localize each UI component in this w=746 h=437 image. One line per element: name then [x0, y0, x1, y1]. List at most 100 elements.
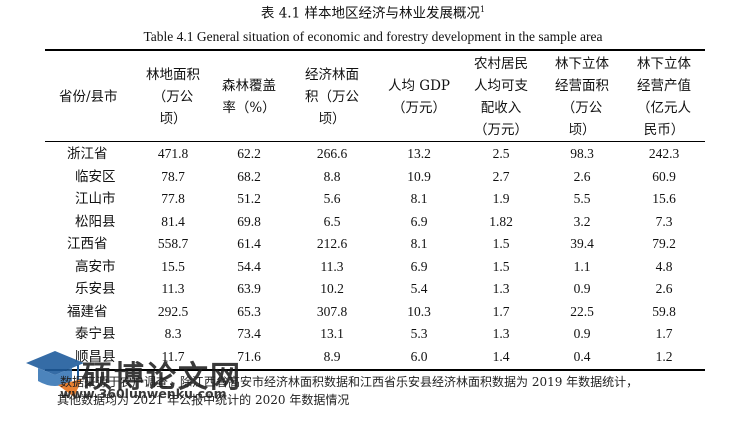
table-cell: 5.6	[323, 191, 341, 206]
table-cell: 1.9	[492, 191, 510, 206]
table-cell: 1.4	[492, 348, 510, 364]
column-header: 人均 GDP （万元）	[388, 78, 450, 116]
table-cell: 13.2	[407, 146, 431, 161]
table-cell: 2.6	[573, 168, 591, 184]
table-cell: 5.4	[410, 281, 428, 296]
table-cell: 5.5	[573, 191, 591, 206]
footnote-line: 其他数据均为 2021 年公报中统计的 2020 年数据情况	[57, 393, 350, 407]
table-cell: 1.7	[655, 326, 673, 341]
table-cell: 11.7	[161, 348, 185, 364]
table-cell: 1.7	[492, 303, 510, 319]
table-cell: 54.4	[237, 258, 261, 274]
table-cell: 266.6	[316, 146, 348, 161]
table-cell: 212.6	[316, 236, 348, 251]
table-cell: 10.9	[407, 168, 431, 184]
table-cell: 2.5	[492, 146, 510, 161]
table-cell: 60.9	[652, 168, 676, 184]
table-row: 顺昌县 11.7 71.6 8.9 6.0 1.4 0.4 1.2	[45, 346, 705, 369]
table-cell: 8.9	[323, 348, 341, 364]
region-name-cell: 泰宁县	[75, 326, 116, 342]
column-header: 林下立体 经营面积 （万公 顷）	[555, 56, 609, 138]
table-cell: 11.3	[161, 281, 185, 296]
table-cell: 10.2	[320, 281, 344, 296]
table-cell: 1.5	[492, 236, 510, 251]
table-cell: 558.7	[157, 236, 189, 251]
watermark-brand: 硕博论文网	[82, 360, 242, 395]
region-name-cell: 浙江省	[67, 146, 108, 162]
table-cell: 6.0	[410, 348, 428, 364]
table-cell: 71.6	[237, 348, 261, 364]
region-name-cell: 福建省	[67, 303, 108, 320]
footnote-mark: 1	[479, 5, 486, 14]
region-name-cell: 高安市	[75, 258, 116, 275]
table-cell: 51.2	[237, 191, 261, 206]
column-header: 林下立体 经营产值 （亿元人 民币）	[637, 56, 691, 138]
table-row: 浙江省 471.8 62.2 266.6 13.2 2.5 98.3 242.3	[45, 143, 705, 166]
table-cell: 292.5	[157, 303, 189, 319]
table-caption-en: Table 4.1 General situation of economic …	[143, 29, 603, 44]
table-cell: 10.3	[407, 303, 431, 319]
table-cell: 6.9	[410, 258, 428, 274]
table-cell: 0.9	[573, 326, 591, 341]
table-cell: 15.5	[161, 258, 185, 274]
table-row: 江西省 558.7 61.4 212.6 8.1 1.5 39.4 79.2	[45, 233, 705, 256]
table-cell: 0.4	[573, 348, 591, 364]
table-cell: 77.8	[161, 191, 185, 206]
table-cell: 2.6	[655, 281, 673, 296]
table-cell: 11.3	[320, 258, 344, 274]
table-cell: 39.4	[570, 236, 594, 251]
table-cell: 15.6	[652, 191, 676, 206]
table-row: 松阳县 81.4 69.8 6.5 6.9 1.82 3.2 7.3	[45, 211, 705, 234]
table-row: 高安市 15.5 54.4 11.3 6.9 1.5 1.1 4.8	[45, 256, 705, 279]
table-cell: 73.4	[237, 326, 261, 341]
column-header: 林地面积 （万公 顷）	[146, 67, 200, 127]
table-cell: 65.3	[237, 303, 261, 319]
table-footnote: 数据来源于农户调查，除江西省高安市经济林面积数据和江西省乐安县经济林面积数据为 …	[57, 373, 730, 409]
table-cell: 2.7	[492, 168, 510, 184]
table-cell: 8.3	[164, 326, 182, 341]
table-cell: 3.2	[573, 213, 591, 229]
table-cell: 8.1	[410, 236, 428, 251]
table-cell: 1.1	[573, 258, 591, 274]
column-header: 农村居民 人均可支 配收入 （万元）	[474, 56, 528, 138]
table-cell: 1.5	[492, 258, 510, 274]
table-cell: 22.5	[570, 303, 594, 319]
table-row: 乐安县 11.3 63.9 10.2 5.4 1.3 0.9 2.6	[45, 278, 705, 301]
region-name-cell: 顺昌县	[75, 348, 116, 365]
table-cell: 63.9	[237, 281, 261, 296]
table-cell: 7.3	[655, 213, 673, 229]
graduation-cap-icon	[26, 351, 84, 397]
footnote-line: 数据来源于农户调查，除江西省高安市经济林面积数据和江西省乐安县经济林面积数据为 …	[60, 375, 639, 389]
column-header: 经济林面 积（万公 顷）	[305, 67, 359, 127]
table-caption-cn: 表 4.1 样本地区经济与林业发展概况1	[260, 5, 486, 22]
table-cell: 98.3	[570, 146, 594, 161]
table-cell: 61.4	[237, 236, 261, 251]
region-name-cell: 江山市	[75, 191, 116, 207]
region-name-cell: 临安区	[75, 168, 116, 185]
table-cell: 0.9	[573, 281, 591, 296]
column-header: 森林覆盖 率（%）	[222, 78, 276, 116]
region-name-cell: 乐安县	[75, 281, 116, 297]
table-top-rule	[45, 49, 705, 51]
table-cell: 8.8	[323, 168, 341, 184]
watermark	[0, 343, 280, 437]
table-cell: 307.8	[316, 303, 348, 319]
table-cell: 4.8	[655, 258, 673, 274]
table-cell: 1.3	[492, 281, 510, 296]
table-cell: 59.8	[652, 303, 676, 319]
table-cell: 471.8	[157, 146, 189, 161]
table-cell: 5.3	[410, 326, 428, 341]
table-cell: 13.1	[320, 326, 344, 341]
table-bottom-rule	[45, 369, 705, 371]
table-row: 泰宁县 8.3 73.4 13.1 5.3 1.3 0.9 1.7	[45, 323, 705, 346]
table-cell: 1.82	[489, 213, 513, 229]
table-cell: 62.2	[237, 146, 261, 161]
table-cell: 242.3	[648, 146, 680, 161]
table-cell: 6.9	[410, 213, 428, 229]
table-row: 临安区 78.7 68.2 8.8 10.9 2.7 2.6 60.9	[45, 166, 705, 189]
table-header-rule	[45, 141, 705, 142]
region-name-cell: 江西省	[67, 236, 108, 252]
column-header: 省份/县市	[59, 89, 118, 105]
table-cell: 81.4	[161, 213, 185, 229]
table-row: 江山市 77.8 51.2 5.6 8.1 1.9 5.5 15.6	[45, 188, 705, 211]
